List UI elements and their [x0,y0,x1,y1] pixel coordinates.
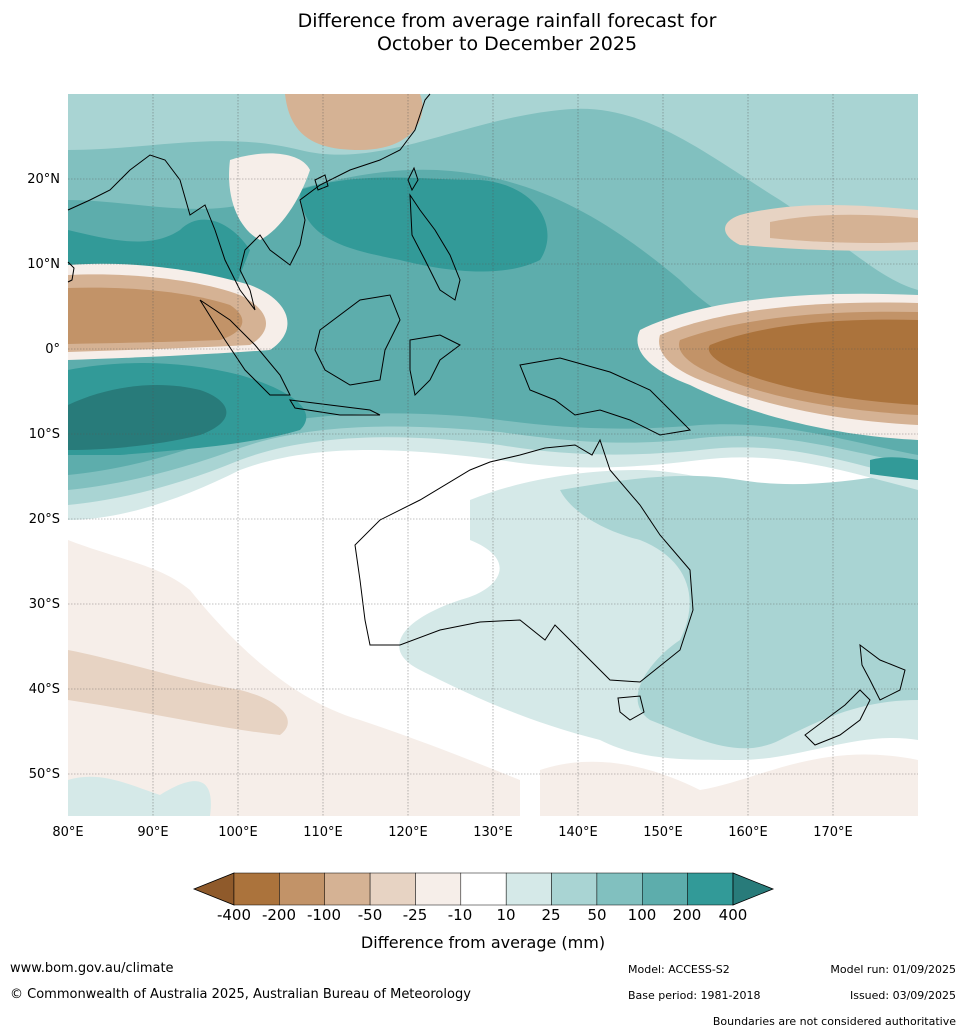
base-period-text: Base period: 1981-2018 [628,989,761,1002]
colorbar-tick-label: -50 [357,906,383,924]
model-text: Model: ACCESS-S2 [628,963,730,976]
borneo-coastline [314,294,401,386]
colorbar-box [596,872,643,906]
lat-label: 10°S [29,427,60,442]
graticule [68,94,918,816]
lat-labels: 20°N 10°N 0° 10°S 20°S 30°S 40°S 50°S [27,172,60,782]
lat-label: 30°S [29,597,60,612]
colorbar-extend-high [732,872,775,906]
colorbar-box [460,872,507,906]
lon-label: 160°E [728,825,768,840]
australia-coastline [354,438,694,683]
coastlines [67,93,906,746]
new-zealand-north [859,643,906,701]
colorbar-tick-label: 200 [672,906,702,924]
colorbar-box [642,872,688,906]
colorbar-tick-label: -10 [447,906,473,924]
colorbar-box [505,872,552,906]
lon-label: 170°E [813,825,853,840]
field-coral-sea-teal-5 [870,457,918,480]
colorbar-box [324,872,371,906]
hainan-coastline [314,174,329,191]
lat-label: 10°N [27,257,60,272]
field-scs-dry [229,153,310,240]
colorbar-box [233,872,280,906]
disclaimer-text: Boundaries are not considered authoritat… [712,1015,956,1028]
lat-label: 0° [45,342,60,357]
lon-labels: 80°E 90°E 100°E 110°E 120°E 130°E 140°E … [52,825,852,840]
new-zealand-south [804,689,871,746]
lat-label: 20°S [29,512,60,527]
field-southwest-light-brown [68,540,520,816]
field-pacific-north-dry-2 [770,214,918,243]
colorbar-box [279,872,325,906]
model-run-text: Model run: 01/09/2025 [830,963,956,976]
colorbar-extend-low [192,872,235,906]
field-china-dry [285,94,423,150]
field-southwest-teal-patch [68,776,211,816]
taiwan-coastline [407,166,419,192]
field-southwest-brown [68,650,288,735]
colorbar-box [551,872,598,906]
colorbar-tick-label: 10 [496,906,516,924]
lon-label: 150°E [643,825,683,840]
sumatra-coastline [199,299,291,396]
colorbar-tick-label: 25 [541,906,561,924]
chart-title: Difference from average rainfall forecas… [0,10,965,56]
colorbar-box [369,872,416,906]
colorbar [192,872,775,906]
website-link[interactable]: www.bom.gov.au/climate [10,961,174,976]
colorbar-tick-label: 100 [627,906,657,924]
field-pacific-dry-4 [708,319,918,405]
colorbar-box [415,872,462,906]
field-east-australia-teal [560,470,918,749]
colorbar-tick-label: -25 [402,906,428,924]
field-io-dry-3 [68,287,243,344]
colorbar-box [687,872,734,906]
lon-label: 110°E [303,825,343,840]
colorbar-tick-label: 400 [718,906,748,924]
colorbar-title: Difference from average (mm) [360,933,606,952]
asia-mainland-coastline [67,93,431,311]
copyright-text: © Commonwealth of Australia 2025, Austra… [10,987,471,1002]
lat-label: 50°S [29,767,60,782]
lat-label: 40°S [29,682,60,697]
lat-label: 20°N [27,172,60,187]
lon-label: 120°E [388,825,428,840]
issued-text: Issued: 03/09/2025 [849,989,956,1002]
java-coastline [289,399,381,416]
field-southeast-light-brown [540,754,918,816]
colorbar-tick-label: -100 [306,906,342,924]
title-line-2: October to December 2025 [376,33,638,55]
title-line-1: Difference from average rainfall forecas… [297,10,717,32]
lon-label: 140°E [558,825,598,840]
colorbar-tick-label: 50 [587,906,607,924]
field-phil-sea-teal-5 [300,177,548,272]
colorbar-tick-label: -400 [216,906,252,924]
lon-label: 90°E [137,825,168,840]
lon-label: 80°E [52,825,83,840]
lon-label: 130°E [473,825,513,840]
colorbar-tick-label: -200 [261,906,297,924]
tasmania-coastline [617,695,645,721]
new-guinea-coastline [519,357,692,436]
sulawesi-coastline [409,334,461,397]
sri-lanka-coastline [67,261,75,283]
philippines-coastline [409,193,461,301]
lon-label: 100°E [218,825,258,840]
